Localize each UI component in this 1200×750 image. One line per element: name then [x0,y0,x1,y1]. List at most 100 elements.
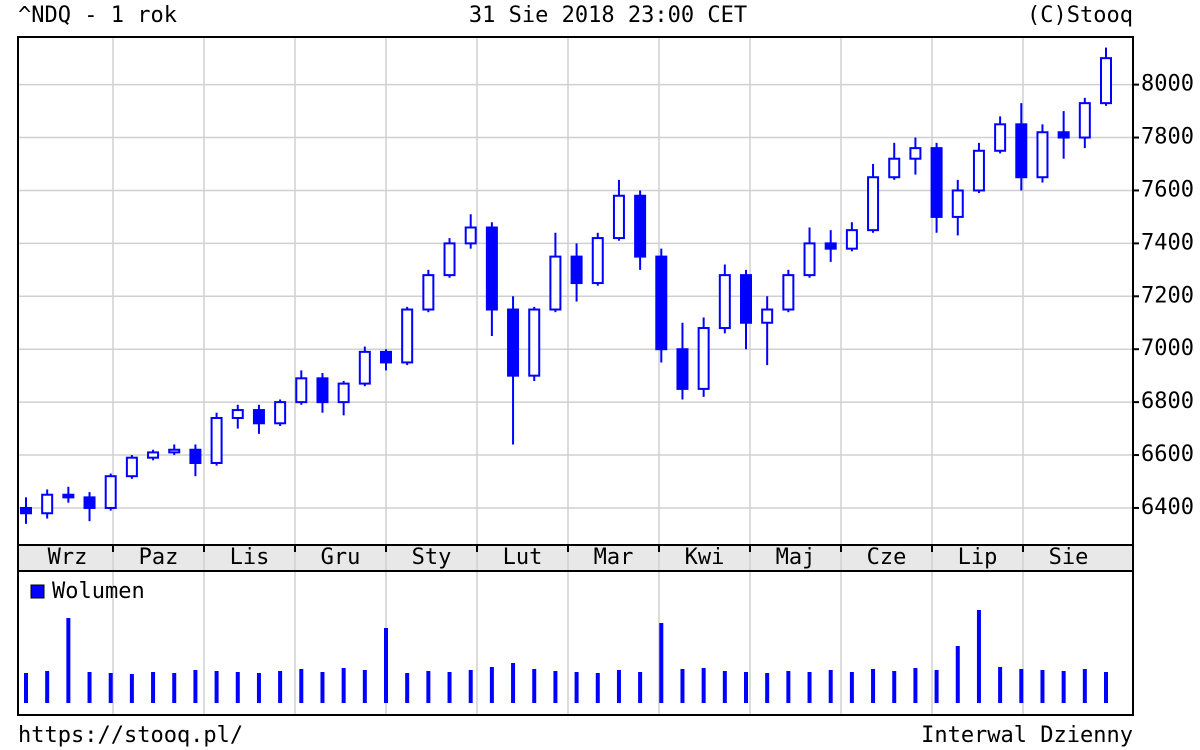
y-tick-label: 6600 [1141,442,1194,467]
candle-body [909,147,922,160]
volume-bar [447,672,452,703]
volume-bar [807,672,812,703]
candle-body [380,350,392,364]
x-tick-label: Maj [776,545,816,570]
candle-body [930,147,943,218]
candle [231,404,244,429]
candle-body [718,274,731,330]
footer-left: https://stooq.pl/ [18,723,243,748]
candle [591,232,604,286]
x-tick-label: Gru [321,545,361,570]
candle [972,142,985,194]
candle-body [401,308,414,364]
volume-bar [765,673,770,703]
x-tick-label: Sty [412,545,452,570]
candle-body [485,226,498,311]
candle-body [591,237,604,285]
candle-body [676,348,689,390]
candle-body [549,255,562,311]
candle [676,322,689,400]
volume-bar [1061,671,1066,703]
candle [803,227,816,278]
candle-body [528,308,541,377]
candle [655,248,668,363]
x-tick-label: Lip [958,545,998,570]
candle [274,399,287,426]
candle-body [761,308,774,324]
candle-body [655,255,668,351]
candle [83,492,96,522]
candle [1100,47,1112,106]
volume-bar [616,670,621,703]
candle-body [1015,123,1028,179]
volume-bar [1082,669,1087,703]
candle-body [231,409,244,419]
volume-bar [108,673,113,703]
candle-body [147,451,160,459]
candle-body [358,350,371,385]
volume-bar [151,672,156,703]
candle-body [125,456,138,478]
candle [1036,124,1049,183]
volume-bar [341,668,346,703]
legend-swatch [30,584,45,599]
volume-bar [193,670,198,703]
frame [17,36,1134,716]
volume-bar [489,667,494,703]
candle-body [888,157,901,179]
volume-bar [511,663,516,703]
header-right: (C)Stooq [1027,3,1133,28]
x-tick-label: Lis [230,545,270,570]
x-tick-label: Kwi [685,545,725,570]
candle [845,222,858,252]
volume-bar [786,671,791,703]
candle-body [20,506,32,515]
y-tick-label: 7400 [1141,230,1194,255]
volume-bar [595,673,600,703]
candle [528,306,541,381]
candle [718,264,731,334]
volume-bar [362,670,367,703]
candle-body [62,493,75,499]
candle-body [443,242,456,277]
candle [104,473,117,511]
candle [930,142,943,233]
candle-body [1036,131,1049,179]
candle [782,269,795,313]
candle [612,179,625,241]
volume-bar [235,672,240,703]
volume-bar [553,671,558,703]
volume-bar [849,672,854,703]
candle [485,222,498,336]
candle [761,296,774,366]
candle-body [337,382,350,404]
volume-bar [955,646,960,703]
candle [210,412,223,466]
candle-body [740,274,752,324]
x-tick-label: Lut [503,545,543,570]
candle [464,214,477,249]
header-left: ^NDQ - 1 rok [18,3,177,28]
candle-body [274,401,287,425]
volume-bar [426,671,431,703]
candle-body [570,255,583,285]
candle [867,164,880,233]
candle [634,190,647,270]
candle [740,269,752,350]
candle [697,317,710,397]
volume-bar [172,673,177,703]
candle-body [316,377,329,404]
volume-bar [1104,672,1108,703]
volume-bar [66,618,71,703]
candle [252,404,265,434]
candle [295,370,308,405]
volume-bar [405,673,410,703]
candle-body [994,123,1007,152]
volume-bar [638,672,643,703]
candle [41,489,54,519]
candle-body [1100,57,1112,105]
candle [316,373,329,413]
candle [1015,103,1028,191]
candle-body [83,496,96,509]
